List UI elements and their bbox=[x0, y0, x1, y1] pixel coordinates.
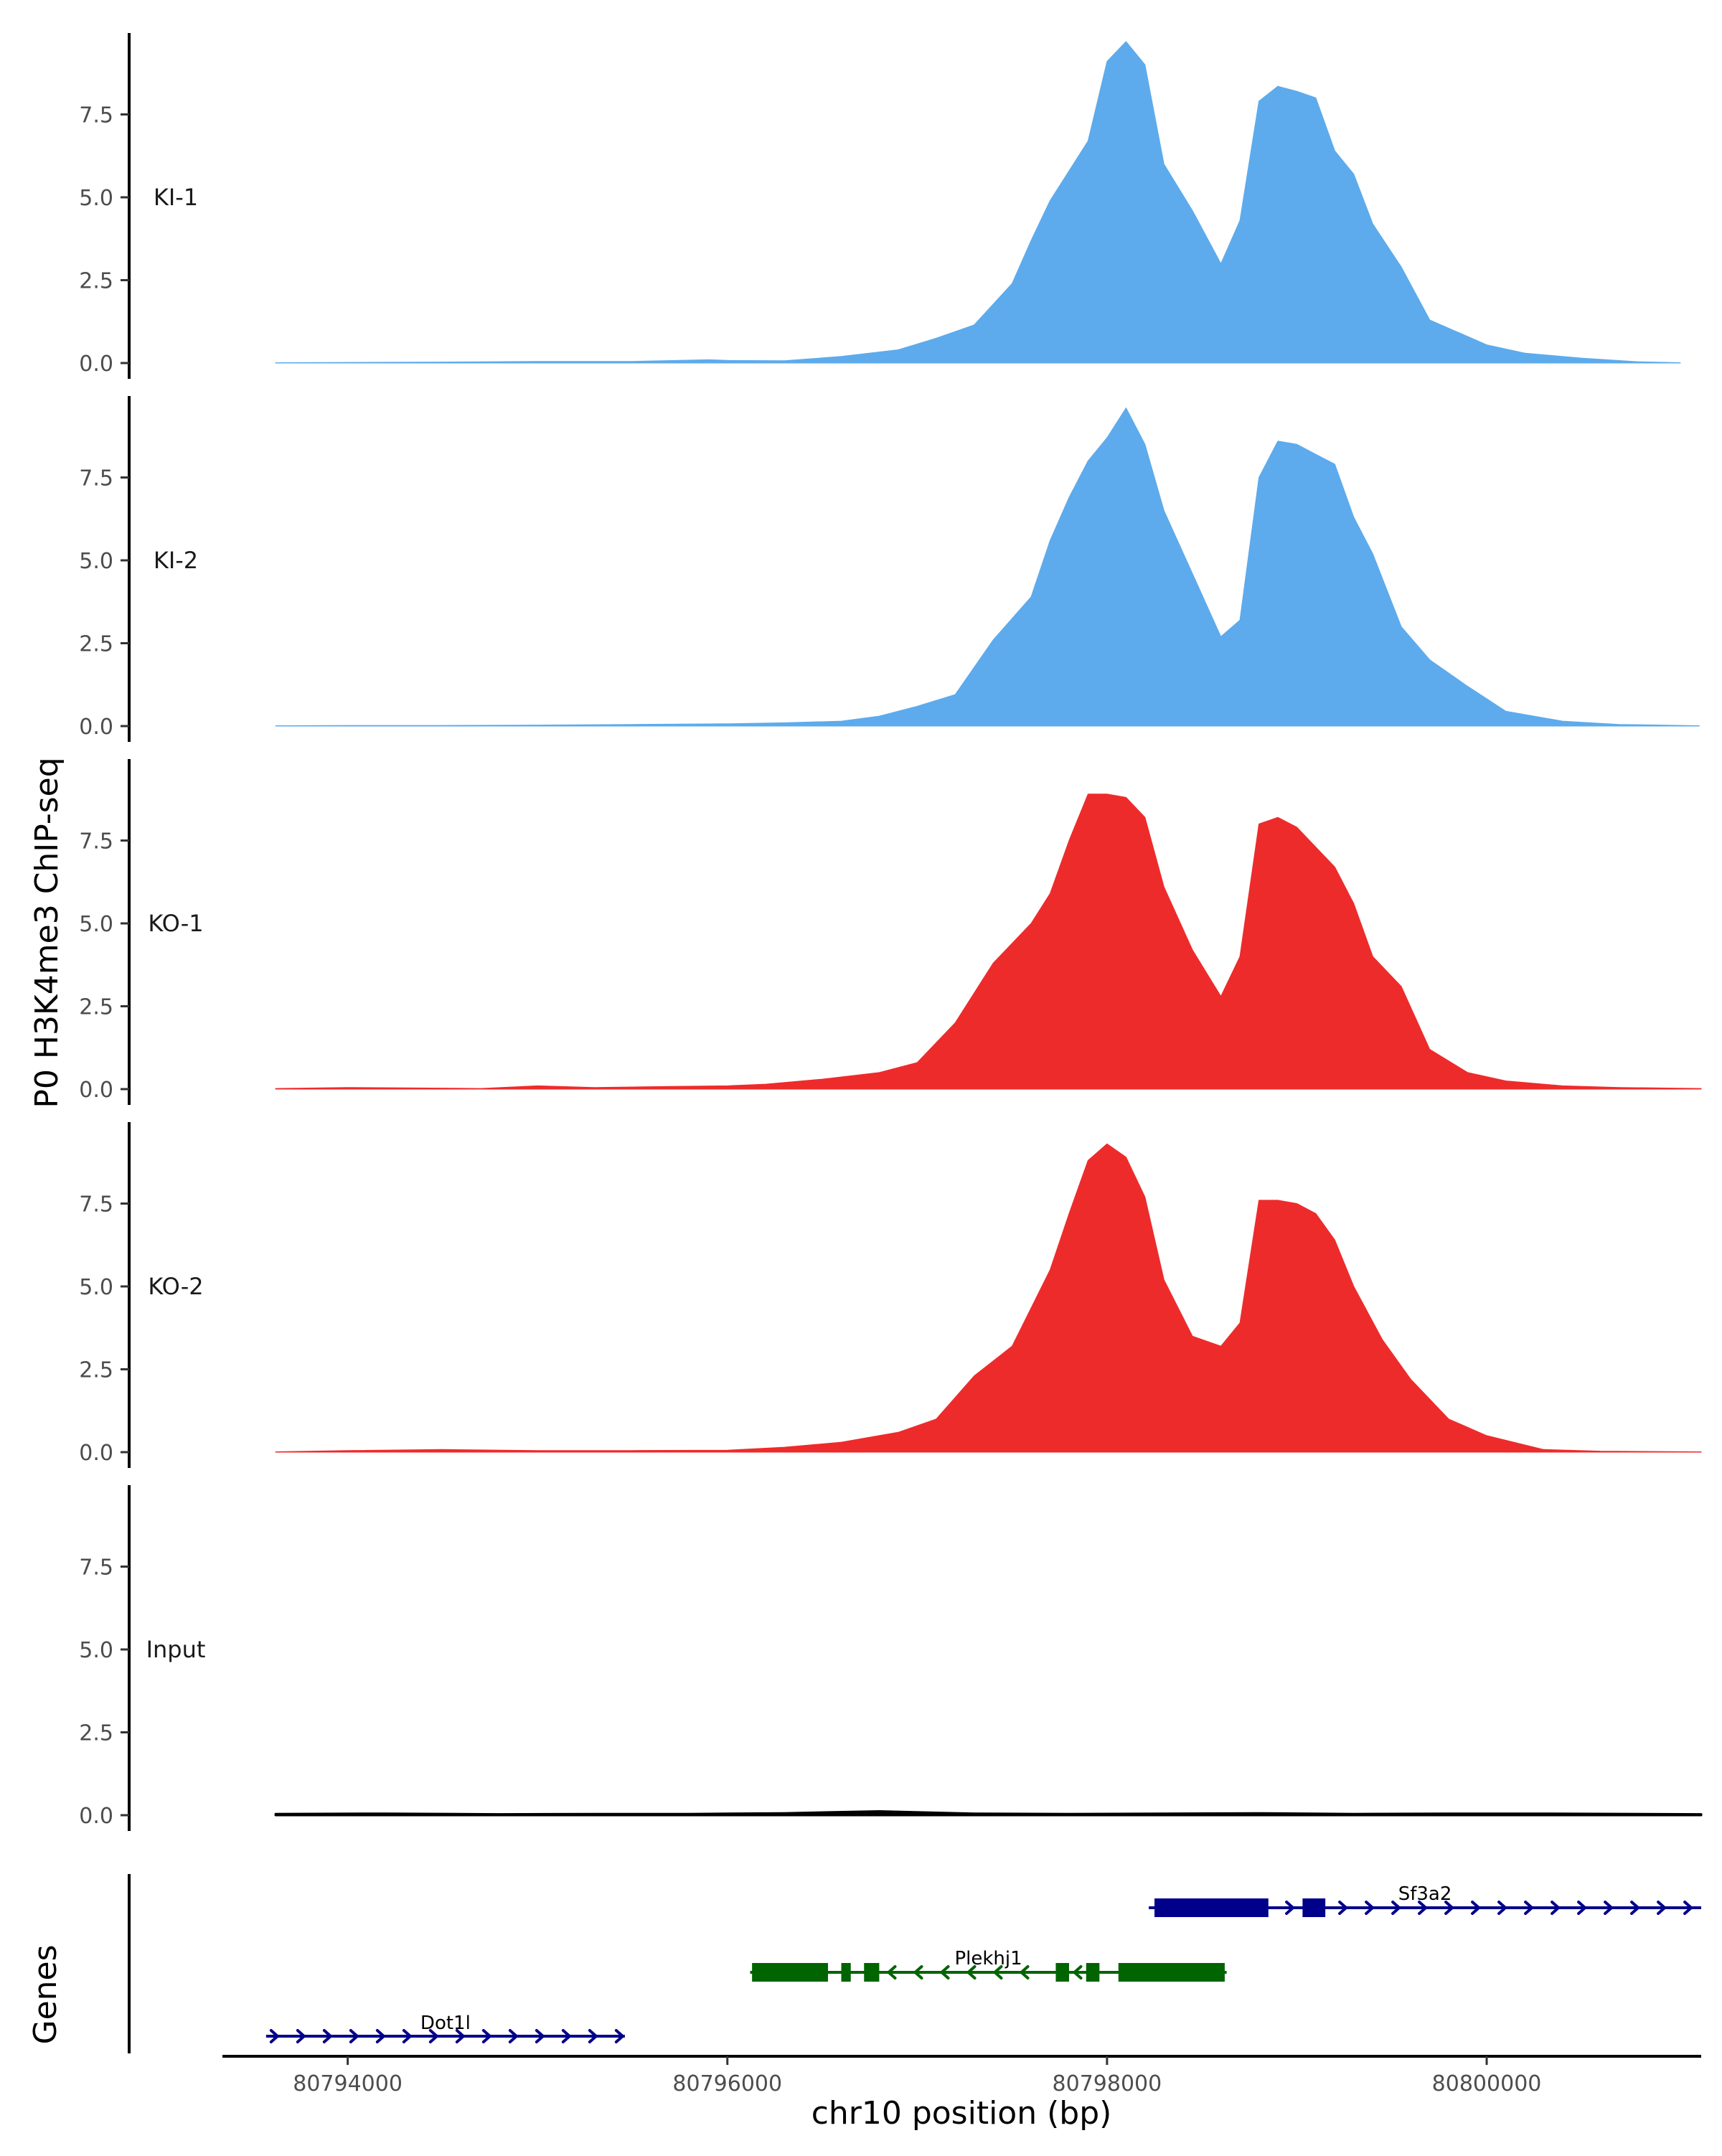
signal-area-input bbox=[274, 1810, 1703, 1817]
exon-block bbox=[752, 1963, 828, 1982]
y-tick-label: 7.5 bbox=[79, 466, 113, 491]
signal-area-ko-1 bbox=[275, 794, 1702, 1090]
strand-chevron bbox=[1683, 1901, 1693, 1915]
y-tick-label: 7.5 bbox=[79, 103, 113, 128]
strand-chevron bbox=[375, 2029, 385, 2043]
strand-chevron bbox=[1444, 1901, 1454, 1915]
strand-chevron bbox=[1285, 1901, 1295, 1915]
strand-chevron bbox=[322, 2029, 332, 2043]
strand-chevron bbox=[535, 2029, 545, 2043]
y-tick-label: 5.0 bbox=[79, 186, 113, 211]
x-axis: 80794000 80796000 80798000 80800000 bbox=[222, 2055, 1701, 2096]
strand-chevron bbox=[455, 2029, 465, 2043]
exon-block bbox=[1154, 1898, 1269, 1917]
gene-annotation-track: Sf3a2 Plekhj1 Dot1l bbox=[128, 1874, 1701, 2053]
strand-chevron bbox=[1497, 1901, 1507, 1915]
strand-chevron bbox=[940, 1965, 950, 1980]
y-tick-label: 5.0 bbox=[79, 549, 113, 574]
strand-chevron bbox=[966, 1965, 977, 1980]
signal-area-ki-2 bbox=[275, 408, 1700, 727]
y-tick-label: 5.0 bbox=[79, 912, 113, 937]
strand-chevron bbox=[1020, 1965, 1030, 1980]
strand-chevron bbox=[1391, 1901, 1401, 1915]
strand-chevron bbox=[614, 2029, 624, 2043]
y-axis-title: P0 H3K4me3 ChIP-seq bbox=[29, 757, 65, 1108]
strand-chevron bbox=[349, 2029, 359, 2043]
x-tick-label: 80800000 bbox=[1432, 2071, 1542, 2096]
strand-chevron bbox=[296, 2029, 306, 2043]
gene-label: Sf3a2 bbox=[1398, 1883, 1452, 1905]
track-label: KI-1 bbox=[154, 184, 198, 211]
y-tick-label: 7.5 bbox=[79, 1192, 113, 1218]
exon-block bbox=[1118, 1963, 1225, 1982]
exon-block bbox=[864, 1963, 880, 1982]
x-tick-label: 80796000 bbox=[672, 2071, 782, 2096]
strand-chevron bbox=[1338, 1901, 1348, 1915]
strand-chevron bbox=[1577, 1901, 1587, 1915]
track-ko-2: 0.0 2.5 5.0 7.5 KO-2 bbox=[79, 1122, 1702, 1468]
track-ki-1: 0.0 2.5 5.0 7.5 KI-1 bbox=[79, 33, 1681, 379]
y-tick-label: 0.0 bbox=[79, 1441, 113, 1466]
strand-chevron bbox=[428, 2029, 438, 2043]
strand-chevron bbox=[1365, 1901, 1375, 1915]
y-tick-label: 5.0 bbox=[79, 1638, 113, 1663]
strand-chevron bbox=[402, 2029, 412, 2043]
gene-sf3a2: Sf3a2 bbox=[1149, 1883, 1701, 1917]
exon-block bbox=[1086, 1963, 1100, 1982]
y-tick-label: 0.0 bbox=[79, 1078, 113, 1103]
signal-area-ko-2 bbox=[275, 1143, 1702, 1453]
track-label: KO-2 bbox=[148, 1273, 203, 1300]
strand-chevron bbox=[1524, 1901, 1534, 1915]
strand-chevron bbox=[1073, 1965, 1083, 1980]
y-tick-label: 5.0 bbox=[79, 1275, 113, 1300]
gene-plekhj1: Plekhj1 bbox=[750, 1948, 1227, 1982]
y-tick-label: 7.5 bbox=[79, 829, 113, 855]
strand-chevron bbox=[1418, 1901, 1428, 1915]
strand-chevron bbox=[269, 2029, 279, 2043]
strand-chevron bbox=[561, 2029, 571, 2043]
y-tick-label: 2.5 bbox=[79, 1358, 113, 1383]
y-tick-label: 7.5 bbox=[79, 1555, 113, 1581]
strand-chevron bbox=[1657, 1901, 1667, 1915]
x-axis-title: chr10 position (bp) bbox=[811, 2095, 1112, 2132]
x-tick-label: 80798000 bbox=[1053, 2071, 1162, 2096]
gene-dot1l: Dot1l bbox=[265, 2013, 625, 2043]
y-tick-label: 2.5 bbox=[79, 1721, 113, 1746]
track-ki-2: 0.0 2.5 5.0 7.5 KI-2 bbox=[79, 396, 1700, 742]
strand-chevron bbox=[1630, 1901, 1640, 1915]
gene-label: Dot1l bbox=[420, 2013, 471, 2034]
strand-chevron bbox=[481, 2029, 491, 2043]
gene-label: Plekhj1 bbox=[954, 1948, 1022, 1969]
y-tick-label: 0.0 bbox=[79, 352, 113, 377]
exon-block bbox=[841, 1963, 851, 1982]
y-tick-label: 2.5 bbox=[79, 269, 113, 294]
signal-tracks: 0.0 2.5 5.0 7.5 KI-1 0.0 2.5 5.0 7.5 KI-2 0.0 2.5 5.… bbox=[79, 33, 1703, 1831]
exon-block bbox=[1055, 1963, 1069, 1982]
y-tick-label: 0.0 bbox=[79, 715, 113, 740]
y-tick-label: 2.5 bbox=[79, 632, 113, 657]
strand-chevron bbox=[1471, 1901, 1481, 1915]
track-input: 0.0 2.5 5.0 7.5 Input bbox=[79, 1485, 1703, 1831]
track-label: KI-2 bbox=[154, 547, 198, 574]
exon-block bbox=[1302, 1898, 1326, 1917]
y-tick-label: 0.0 bbox=[79, 1804, 113, 1829]
x-tick-label: 80794000 bbox=[293, 2071, 403, 2096]
signal-area-ki-1 bbox=[275, 41, 1681, 364]
strand-chevron bbox=[887, 1965, 897, 1980]
y-tick-label: 2.5 bbox=[79, 995, 113, 1020]
strand-chevron bbox=[1604, 1901, 1614, 1915]
track-label: Input bbox=[146, 1636, 206, 1663]
track-label: KO-1 bbox=[148, 910, 203, 937]
strand-chevron bbox=[913, 1965, 923, 1980]
strand-chevron bbox=[508, 2029, 518, 2043]
strand-chevron bbox=[1551, 1901, 1561, 1915]
track-ko-1: 0.0 2.5 5.0 7.5 KO-1 bbox=[79, 759, 1702, 1105]
strand-chevron bbox=[993, 1965, 1003, 1980]
genes-track-title: Genes bbox=[27, 1944, 64, 2044]
strand-chevron bbox=[588, 2029, 598, 2043]
